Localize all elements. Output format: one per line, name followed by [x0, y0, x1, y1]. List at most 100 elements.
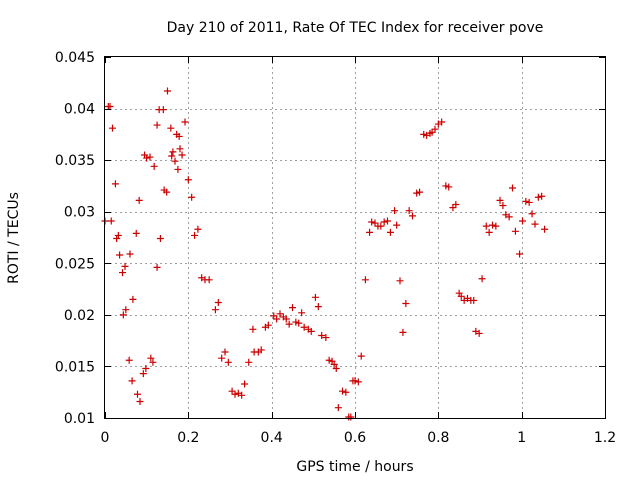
data-point	[499, 202, 507, 210]
data-point	[168, 152, 176, 160]
data-points	[101, 87, 549, 421]
data-point	[386, 228, 394, 236]
data-point	[164, 87, 171, 95]
data-point	[106, 103, 114, 111]
data-point	[171, 157, 179, 165]
data-point	[393, 221, 401, 229]
data-point	[136, 397, 144, 405]
data-point	[377, 222, 385, 230]
data-point	[391, 207, 399, 215]
data-point	[245, 358, 253, 366]
data-point	[122, 306, 130, 314]
data-point	[332, 364, 340, 372]
data-point	[409, 212, 416, 220]
data-point	[221, 348, 229, 356]
data-point	[322, 334, 330, 342]
data-point	[184, 176, 192, 184]
data-point	[485, 228, 493, 236]
y-tick-label: 0.035	[55, 153, 95, 169]
data-point	[452, 200, 460, 208]
x-tick-label: 0.2	[177, 430, 199, 446]
data-point	[478, 275, 486, 283]
data-point	[438, 118, 446, 126]
data-point	[357, 352, 365, 360]
data-point	[516, 250, 524, 258]
data-point	[470, 296, 478, 304]
data-point	[342, 388, 350, 396]
data-point	[119, 269, 126, 277]
data-point	[167, 124, 175, 132]
data-point	[522, 197, 530, 205]
data-point	[211, 306, 219, 314]
data-point	[257, 346, 265, 354]
data-point	[361, 276, 369, 284]
data-point	[366, 228, 374, 236]
data-point	[121, 262, 129, 270]
data-point	[153, 263, 161, 271]
data-point	[334, 404, 342, 412]
data-point	[147, 354, 155, 362]
data-point	[113, 235, 121, 243]
data-point	[445, 183, 453, 191]
data-point	[489, 221, 496, 229]
data-point	[492, 222, 500, 230]
data-point	[384, 217, 391, 225]
data-point	[238, 391, 246, 399]
data-point	[191, 231, 199, 239]
x-tick-labels: 0 0.2 0.4 0.6 0.8 1 1.2	[101, 430, 617, 446]
data-point	[129, 295, 137, 303]
chart-title: Day 210 of 2011, Rate Of TEC Index for r…	[167, 20, 544, 36]
data-point	[188, 193, 196, 201]
data-point	[249, 325, 257, 333]
data-point	[311, 293, 319, 301]
data-point	[143, 154, 151, 162]
data-point	[149, 358, 157, 366]
data-point	[282, 315, 290, 323]
data-point	[475, 329, 483, 337]
data-point	[181, 118, 189, 126]
data-point	[505, 213, 513, 221]
data-point	[153, 121, 161, 129]
data-point	[285, 320, 293, 328]
data-point	[109, 124, 116, 132]
data-point	[174, 165, 182, 173]
data-point	[416, 188, 424, 196]
data-point	[111, 180, 119, 188]
data-point	[330, 360, 338, 368]
data-point	[300, 323, 308, 331]
data-point	[399, 328, 407, 336]
data-point	[307, 327, 315, 335]
data-point	[347, 413, 355, 421]
data-point	[142, 364, 150, 372]
data-point	[163, 188, 171, 196]
y-tick-label: 0.04	[64, 102, 95, 118]
y-tick-label: 0.025	[55, 256, 95, 272]
y-axis-label: ROTI / TECUs	[6, 192, 22, 284]
x-axis-label: GPS time / hours	[296, 459, 413, 475]
data-point	[380, 218, 388, 226]
y-tick-labels: 0.01 0.015 0.02 0.025 0.03 0.035 0.04 0.045	[55, 50, 95, 427]
data-point	[496, 196, 504, 204]
data-point	[132, 229, 140, 237]
data-point	[169, 148, 177, 156]
data-point	[482, 222, 490, 230]
y-tick-label: 0.02	[64, 308, 95, 324]
data-point	[528, 210, 536, 218]
data-point	[264, 321, 272, 329]
data-point	[525, 198, 533, 206]
data-point	[178, 151, 186, 159]
data-point	[509, 184, 516, 192]
data-point	[354, 378, 362, 386]
data-point	[139, 370, 147, 378]
data-point	[541, 225, 549, 233]
data-point	[289, 304, 296, 312]
data-point	[396, 277, 404, 285]
data-point	[405, 207, 413, 215]
data-point	[368, 218, 376, 226]
data-point	[511, 227, 519, 235]
data-point	[126, 250, 134, 258]
data-point	[457, 292, 465, 300]
data-point	[114, 231, 122, 239]
data-point	[134, 390, 141, 398]
x-tick-label: 1.2	[594, 430, 616, 446]
